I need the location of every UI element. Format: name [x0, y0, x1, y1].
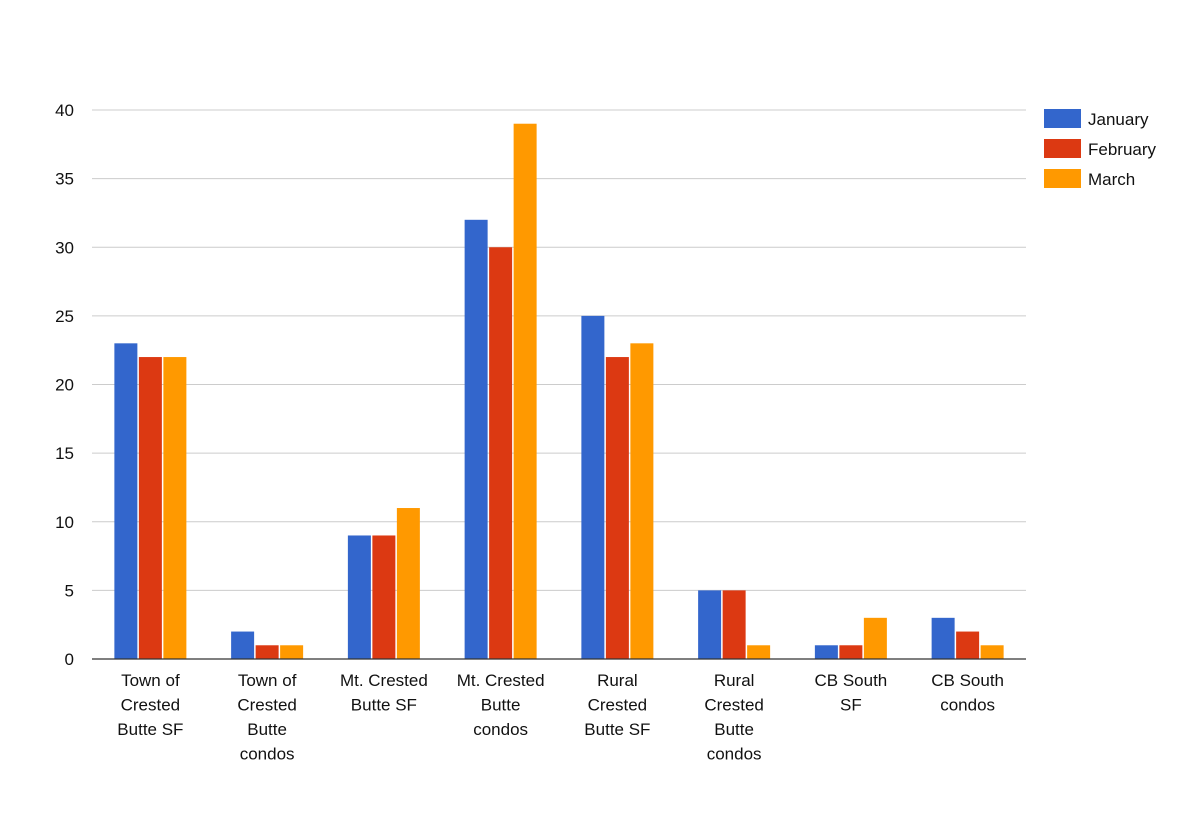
legend-label-march: March — [1088, 170, 1135, 189]
bar-march-7 — [980, 645, 1004, 659]
legend-swatch-february — [1044, 139, 1081, 158]
bar-january-3 — [464, 219, 488, 660]
bar-january-2 — [347, 535, 371, 659]
bar-february-0 — [138, 357, 162, 659]
y-tick-label: 30 — [55, 238, 74, 257]
y-tick-label: 5 — [65, 581, 74, 600]
y-tick-label: 0 — [65, 650, 74, 669]
x-category-label: Crested — [237, 696, 297, 715]
x-category-label: CB South — [931, 671, 1004, 690]
bar-january-5 — [698, 590, 722, 659]
y-axis-tick-labels: 0 5 10 15 20 25 30 35 40 — [55, 101, 74, 669]
x-category-label: Butte — [481, 696, 521, 715]
bars — [114, 123, 1004, 660]
x-category-label: Rural — [597, 671, 638, 690]
bar-february-6 — [839, 645, 863, 659]
bar-february-1 — [255, 645, 279, 659]
legend-swatch-january — [1044, 109, 1081, 128]
y-tick-label: 35 — [55, 170, 74, 189]
legend-label-january: January — [1088, 110, 1149, 129]
legend-swatch-march — [1044, 169, 1081, 188]
legend-label-february: February — [1088, 140, 1157, 159]
x-category-label: condos — [940, 696, 995, 715]
x-category-label: Butte — [714, 720, 754, 739]
bar-march-0 — [163, 357, 187, 659]
x-category-label: Butte — [247, 720, 287, 739]
x-category-label: Mt. Crested — [340, 671, 428, 690]
x-category-label: SF — [840, 696, 862, 715]
bar-january-0 — [114, 343, 138, 659]
bar-march-6 — [863, 617, 887, 659]
x-category-label: condos — [240, 745, 295, 764]
y-tick-label: 20 — [55, 376, 74, 395]
x-category-label: Butte SF — [117, 720, 183, 739]
legend: January February March — [1044, 109, 1157, 189]
x-category-label: Crested — [121, 696, 181, 715]
x-axis-category-labels: Town of Crested Butte SF Town of Crested Butt… — [117, 671, 1004, 764]
x-category-label: Mt. Crested — [457, 671, 545, 690]
bar-february-5 — [722, 590, 746, 659]
x-category-label: Crested — [588, 696, 648, 715]
bar-january-4 — [581, 315, 605, 659]
x-category-label: Town of — [238, 671, 297, 690]
bar-january-6 — [814, 645, 838, 659]
y-tick-label: 25 — [55, 307, 74, 326]
bar-january-7 — [931, 617, 955, 659]
bar-march-4 — [630, 343, 654, 659]
x-category-label: Butte SF — [584, 720, 650, 739]
bar-march-5 — [747, 645, 771, 659]
y-tick-label: 40 — [55, 101, 74, 120]
x-category-label: Butte SF — [351, 696, 417, 715]
bar-february-2 — [372, 535, 396, 659]
x-category-label: Rural — [714, 671, 755, 690]
x-category-label: Crested — [704, 696, 764, 715]
x-category-label: condos — [707, 745, 762, 764]
x-category-label: CB South — [814, 671, 887, 690]
bar-february-7 — [956, 631, 980, 659]
bar-march-2 — [396, 508, 420, 659]
bar-february-4 — [605, 357, 629, 659]
gridlines — [92, 109, 1026, 591]
bar-january-1 — [231, 631, 255, 659]
x-category-label: condos — [473, 720, 528, 739]
bar-march-1 — [280, 645, 304, 659]
bar-february-3 — [489, 247, 513, 659]
x-category-label: Town of — [121, 671, 180, 690]
bar-march-3 — [513, 123, 537, 660]
y-tick-label: 15 — [55, 444, 74, 463]
y-tick-label: 10 — [55, 513, 74, 532]
